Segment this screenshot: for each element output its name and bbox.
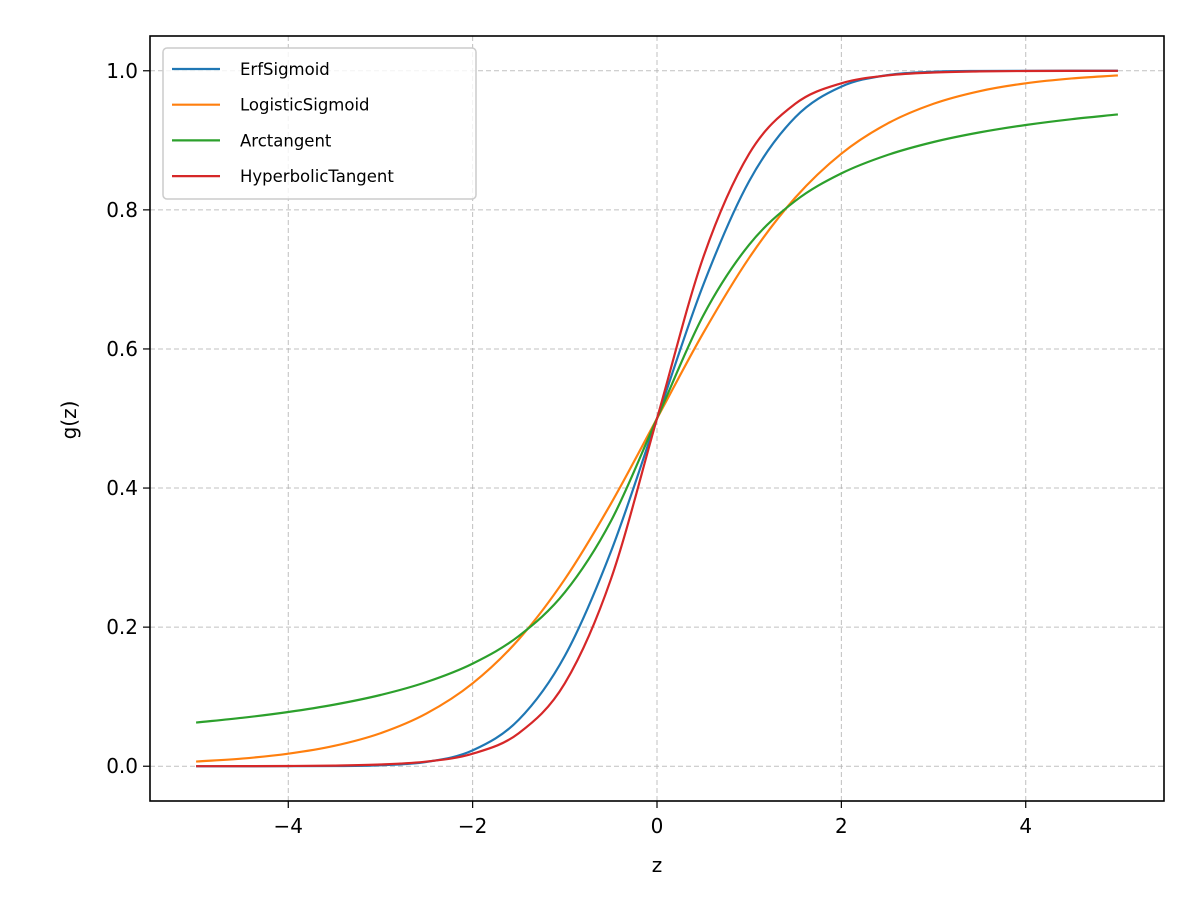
y-axis: 0.0 0.2 0.4 0.6 0.8 1.0 [106, 59, 150, 778]
y-tick-label: 0.0 [106, 754, 138, 778]
x-axis-label: z [652, 853, 663, 877]
y-tick-label: 0.6 [106, 337, 138, 361]
series-line-hyperbolic-tangent [196, 69, 1118, 768]
legend-label-arctangent: Arctangent [240, 131, 332, 150]
x-tick-label: 4 [1019, 814, 1032, 838]
y-tick-label: 0.2 [106, 615, 138, 639]
x-tick-label: 2 [835, 814, 848, 838]
legend: ErfSigmoid LogisticSigmoid Arctangent Hyper… [162, 47, 477, 200]
y-tick-label: 0.8 [106, 198, 138, 222]
legend-box [162, 47, 477, 200]
legend-label-erf-sigmoid: ErfSigmoid [240, 60, 330, 79]
legend-label-logistic-sigmoid: LogisticSigmoid [240, 96, 370, 115]
x-tick-label: 0 [651, 814, 664, 838]
x-tick-label: −2 [458, 814, 487, 838]
y-tick-label: 0.4 [106, 476, 138, 500]
legend-label-hyperbolic-tangent: HyperbolicTangent [240, 167, 394, 186]
x-tick-label: −4 [274, 814, 303, 838]
series-lines [195, 69, 1119, 768]
y-tick-label: 1.0 [106, 59, 138, 83]
y-axis-label: g(z) [57, 401, 81, 440]
x-axis: −4 −2 0 2 4 [274, 801, 1032, 838]
